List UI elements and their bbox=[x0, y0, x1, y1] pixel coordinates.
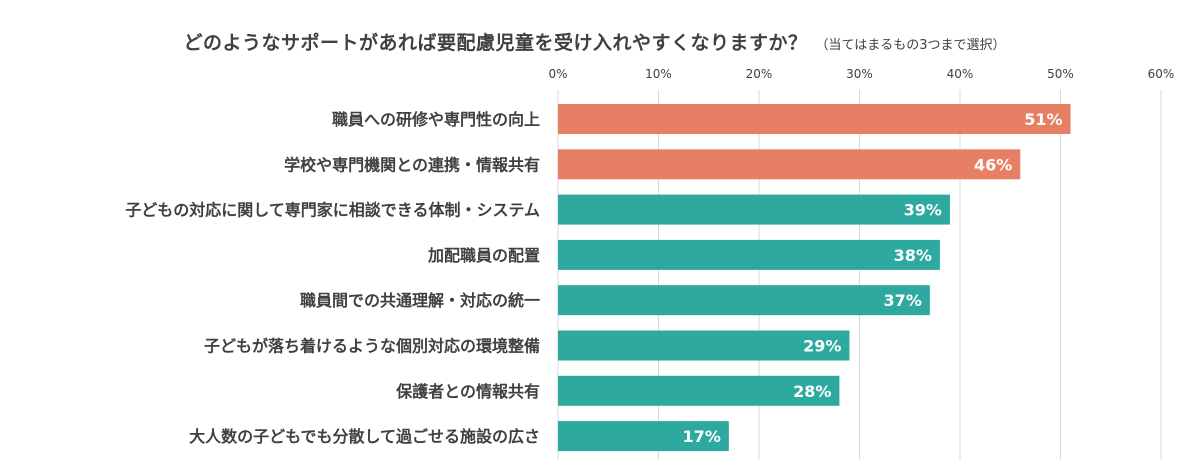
category-label: 子どもの対応に関して専門家に相談できる体制・システム bbox=[125, 201, 540, 220]
chart-title: どのようなサポートがあれば要配慮児童を受け入れやすくなりますか？ bbox=[183, 32, 808, 54]
chart-title-area: どのようなサポートがあれば要配慮児童を受け入れやすくなりますか？ （当てはまるもの… bbox=[0, 28, 1189, 55]
bar bbox=[558, 149, 1021, 180]
bar bbox=[558, 104, 1071, 134]
bar bbox=[558, 194, 950, 225]
value-label: 17% bbox=[683, 427, 721, 446]
x-tick-label: 20% bbox=[746, 67, 773, 81]
bar bbox=[558, 375, 840, 406]
x-tick-label: 60% bbox=[1148, 67, 1175, 81]
bar bbox=[558, 239, 940, 270]
x-tick-label: 0% bbox=[548, 67, 567, 81]
x-tick-label: 40% bbox=[947, 67, 974, 81]
bar bbox=[558, 421, 729, 452]
chart-subtitle: （当てはまるもの3つまで選択） bbox=[815, 38, 1006, 53]
value-label: 51% bbox=[1024, 110, 1062, 129]
x-tick-label: 50% bbox=[1047, 67, 1074, 81]
value-label: 29% bbox=[803, 337, 841, 356]
value-label: 28% bbox=[793, 382, 831, 401]
value-label: 46% bbox=[974, 155, 1012, 174]
bar bbox=[558, 285, 930, 316]
bar bbox=[558, 330, 850, 361]
category-label: 職員への研修や専門性の向上 bbox=[332, 110, 540, 129]
x-tick-label: 10% bbox=[645, 67, 672, 81]
category-label: 職員間での共通理解・対応の統一 bbox=[300, 291, 540, 310]
value-label: 37% bbox=[884, 291, 922, 310]
category-label: 学校や専門機関との連携・情報共有 bbox=[284, 155, 540, 174]
value-label: 38% bbox=[894, 246, 932, 265]
category-label: 保護者との情報共有 bbox=[395, 382, 540, 401]
value-label: 39% bbox=[904, 201, 942, 220]
x-tick-label: 30% bbox=[846, 67, 873, 81]
category-label: 子どもが落ち着けるような個別対応の環境整備 bbox=[204, 337, 540, 356]
category-label: 大人数の子どもでも分散して過ごせる施設の広さ bbox=[189, 427, 540, 446]
category-label: 加配職員の配置 bbox=[427, 246, 540, 265]
